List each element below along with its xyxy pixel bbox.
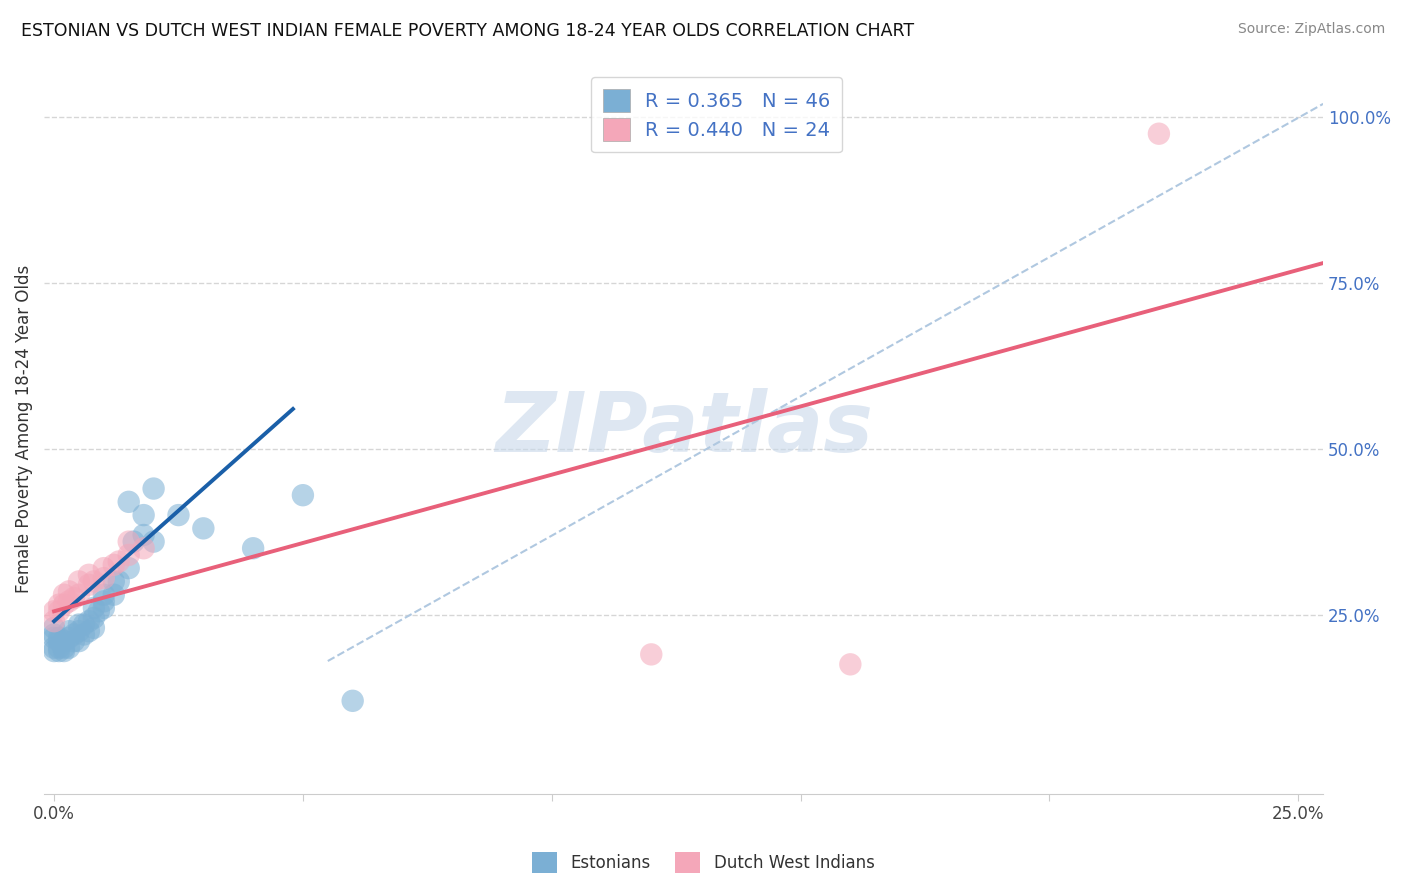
Point — [42, 627, 65, 641]
Point — [53, 640, 76, 655]
Point — [73, 627, 96, 641]
Point — [107, 555, 129, 569]
Point — [118, 534, 141, 549]
Point — [87, 604, 110, 618]
Point — [118, 561, 141, 575]
Point — [93, 588, 115, 602]
Point — [67, 634, 90, 648]
Point — [48, 640, 70, 655]
Text: Source: ZipAtlas.com: Source: ZipAtlas.com — [1237, 22, 1385, 37]
Y-axis label: Female Poverty Among 18-24 Year Olds: Female Poverty Among 18-24 Year Olds — [15, 265, 32, 593]
Point — [93, 571, 115, 585]
Point — [67, 574, 90, 589]
Point — [58, 584, 80, 599]
Text: ZIPatlas: ZIPatlas — [495, 388, 873, 469]
Point — [58, 594, 80, 608]
Point — [83, 601, 105, 615]
Point — [53, 588, 76, 602]
Point — [67, 617, 90, 632]
Point — [193, 521, 215, 535]
Point — [122, 534, 145, 549]
Point — [1147, 127, 1170, 141]
Point — [42, 631, 65, 645]
Point — [77, 614, 100, 628]
Point — [103, 588, 125, 602]
Point — [42, 640, 65, 655]
Point — [77, 567, 100, 582]
Point — [132, 541, 155, 556]
Point — [103, 558, 125, 572]
Point — [48, 598, 70, 612]
Point — [67, 588, 90, 602]
Point — [107, 574, 129, 589]
Point — [48, 634, 70, 648]
Point — [93, 601, 115, 615]
Point — [142, 482, 165, 496]
Point — [42, 644, 65, 658]
Point — [48, 644, 70, 658]
Point — [42, 621, 65, 635]
Point — [63, 591, 86, 605]
Point — [63, 627, 86, 641]
Point — [142, 534, 165, 549]
Point — [83, 611, 105, 625]
Point — [53, 644, 76, 658]
Point — [242, 541, 264, 556]
Point — [167, 508, 190, 522]
Point — [640, 648, 662, 662]
Point — [93, 594, 115, 608]
Point — [53, 598, 76, 612]
Point — [291, 488, 314, 502]
Point — [67, 624, 90, 639]
Text: ESTONIAN VS DUTCH WEST INDIAN FEMALE POVERTY AMONG 18-24 YEAR OLDS CORRELATION C: ESTONIAN VS DUTCH WEST INDIAN FEMALE POV… — [21, 22, 914, 40]
Point — [58, 624, 80, 639]
Point — [48, 604, 70, 618]
Point — [118, 548, 141, 562]
Legend: R = 0.365   N = 46, R = 0.440   N = 24: R = 0.365 N = 46, R = 0.440 N = 24 — [591, 78, 842, 153]
Point — [73, 617, 96, 632]
Point — [342, 694, 364, 708]
Point — [103, 574, 125, 589]
Point — [42, 614, 65, 628]
Point — [77, 578, 100, 592]
Point — [83, 621, 105, 635]
Point — [839, 657, 862, 672]
Point — [77, 624, 100, 639]
Point — [132, 508, 155, 522]
Point — [132, 528, 155, 542]
Point — [83, 574, 105, 589]
Point — [53, 634, 76, 648]
Point — [58, 640, 80, 655]
Point — [48, 631, 70, 645]
Point — [63, 634, 86, 648]
Point — [58, 631, 80, 645]
Point — [118, 495, 141, 509]
Point — [42, 604, 65, 618]
Legend: Estonians, Dutch West Indians: Estonians, Dutch West Indians — [524, 846, 882, 880]
Point — [93, 561, 115, 575]
